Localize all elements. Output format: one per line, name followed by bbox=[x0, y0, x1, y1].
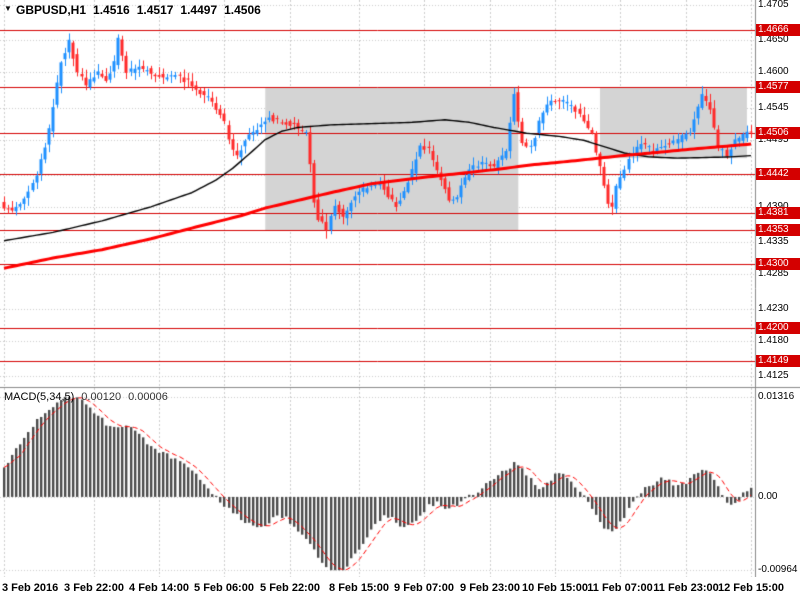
symbol-timeframe-label: GBPUSD,H1 bbox=[16, 3, 87, 17]
time-axis-label: 11 Feb 07:00 bbox=[587, 582, 653, 594]
time-axis-label: 10 Feb 15:00 bbox=[521, 582, 589, 594]
price-axis-label: 1.4545 bbox=[758, 102, 789, 113]
price-level-label: 1.4577 bbox=[756, 81, 800, 93]
time-axis-label: 11 Feb 23:00 bbox=[653, 582, 719, 594]
ohlc-open-value: 1.4516 bbox=[93, 3, 130, 17]
price-axis-label: 1.4390 bbox=[756, 201, 800, 213]
macd-indicator-label: MACD(5,34,5) 0.00120 0.00006 bbox=[4, 391, 168, 403]
price-axis-label: 1.4285 bbox=[758, 268, 789, 279]
price-axis-label: 1.4125 bbox=[758, 370, 789, 381]
macd-scale[interactable]: 0.01316 0.00 -0.00964 bbox=[756, 387, 800, 577]
price-level-label: 1.4442 bbox=[756, 168, 800, 180]
price-axis-label: 1.4650 bbox=[758, 34, 789, 45]
time-axis-label: 9 Feb 23:00 bbox=[460, 582, 520, 594]
time-scale[interactable]: 3 Feb 2016 3 Feb 22:00 4 Feb 14:00 5 Feb 06… bbox=[0, 577, 800, 600]
macd-axis-label: 0.01316 bbox=[758, 391, 795, 402]
macd-axis-label: -0.00964 bbox=[758, 564, 798, 575]
macd-axis-label: 0.00 bbox=[758, 491, 778, 502]
price-level-label: 1.4149 bbox=[756, 355, 800, 367]
time-axis-label: 5 Feb 06:00 bbox=[194, 582, 254, 594]
ohlc-close-value: 1.4506 bbox=[224, 3, 261, 17]
symbol-marker-icon: ▼ bbox=[4, 4, 12, 13]
ohlc-low-value: 1.4497 bbox=[180, 3, 218, 17]
chart-title: GBPUSD,H1 1.4516 1.4517 1.4497 1.4506 bbox=[16, 3, 261, 17]
price-axis-label: 1.4335 bbox=[758, 236, 789, 247]
ohlc-high-value: 1.4517 bbox=[136, 3, 174, 17]
price-scale[interactable]: 1.47051.46501.46001.45451.44951.43901.43… bbox=[756, 0, 800, 387]
price-level-label: 1.4506 bbox=[756, 127, 800, 139]
time-axis-label: 4 Feb 14:00 bbox=[129, 582, 189, 594]
price-level-label: 1.4381 bbox=[756, 207, 800, 219]
macd-signal-value: 0.00006 bbox=[128, 391, 168, 403]
price-level-label: 1.4353 bbox=[756, 224, 800, 236]
time-axis-label: 3 Feb 22:00 bbox=[64, 582, 124, 594]
time-axis-label: 12 Feb 15:00 bbox=[717, 582, 785, 594]
price-axis-label: 1.4230 bbox=[758, 303, 789, 314]
macd-main-value: 0.00120 bbox=[81, 391, 122, 403]
price-level-label: 1.4200 bbox=[756, 322, 800, 334]
time-axis-label: 8 Feb 15:00 bbox=[329, 582, 389, 594]
time-axis-label: 3 Feb 2016 bbox=[2, 582, 59, 594]
price-axis-label: 1.4600 bbox=[758, 66, 789, 77]
price-axis-label: 1.4180 bbox=[758, 335, 789, 346]
macd-name: MACD(5,34,5) bbox=[4, 391, 75, 403]
price-axis-label: 1.4495 bbox=[758, 134, 789, 145]
time-axis-label: 9 Feb 07:00 bbox=[394, 582, 454, 594]
price-level-label: 1.4300 bbox=[756, 258, 800, 270]
price-level-label: 1.4666 bbox=[756, 24, 800, 36]
time-axis-label: 5 Feb 22:00 bbox=[260, 582, 320, 594]
price-axis-label: 1.4705 bbox=[758, 0, 789, 10]
